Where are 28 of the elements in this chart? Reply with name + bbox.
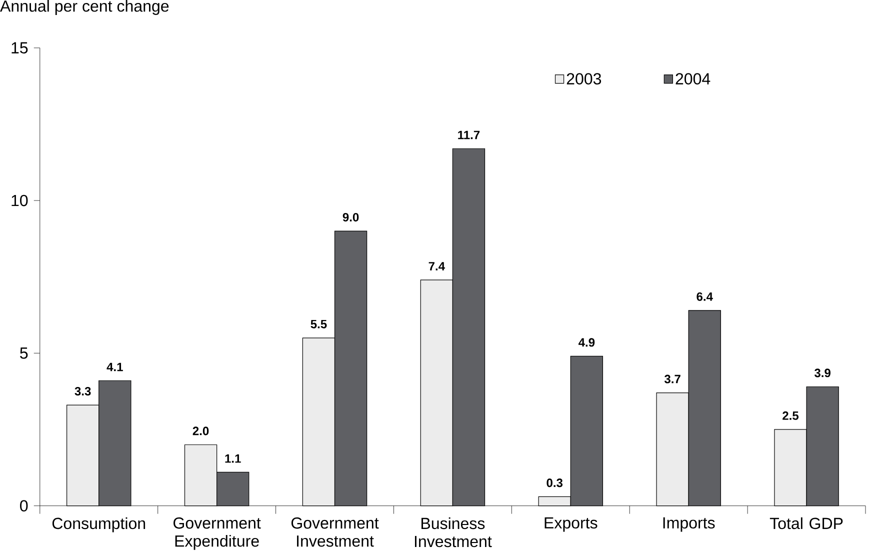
- data-label: 11.7: [458, 130, 480, 139]
- x-tick-label: Total GDP: [770, 517, 843, 529]
- data-label: 2.5: [782, 411, 799, 420]
- data-label: 9.0: [342, 212, 359, 222]
- x-tick-label: Imports: [663, 517, 715, 532]
- y-axis-title: Annual per cent change: [0, 0, 169, 15]
- y-tick-label: 10: [12, 194, 28, 206]
- x-tick-label: Exports: [544, 517, 598, 532]
- legend-label: 2003: [566, 73, 602, 84]
- data-label: 3.9: [814, 368, 830, 378]
- data-label: 4.1: [106, 362, 123, 371]
- data-label: 5.5: [310, 320, 327, 328]
- x-tick-label: Business Investment: [414, 517, 492, 548]
- data-label: 0.3: [546, 478, 563, 487]
- data-label: 6.4: [696, 292, 713, 301]
- data-label: 3.7: [664, 374, 680, 384]
- y-tick-label: 0: [20, 500, 28, 512]
- data-label: 7.4: [428, 262, 445, 270]
- data-label: 4.9: [578, 338, 595, 347]
- x-tick-label: Consumption: [52, 517, 146, 532]
- x-tick-label: Government Investment: [291, 517, 379, 547]
- x-tick-label: Government Expenditure: [174, 517, 261, 550]
- y-tick-label: 5: [20, 347, 28, 359]
- data-label: 2.0: [192, 426, 209, 436]
- legend-label: 2004: [676, 73, 710, 84]
- data-label: 1.1: [225, 454, 241, 463]
- y-tick-label: 15: [12, 42, 28, 54]
- data-label: 3.3: [74, 386, 91, 396]
